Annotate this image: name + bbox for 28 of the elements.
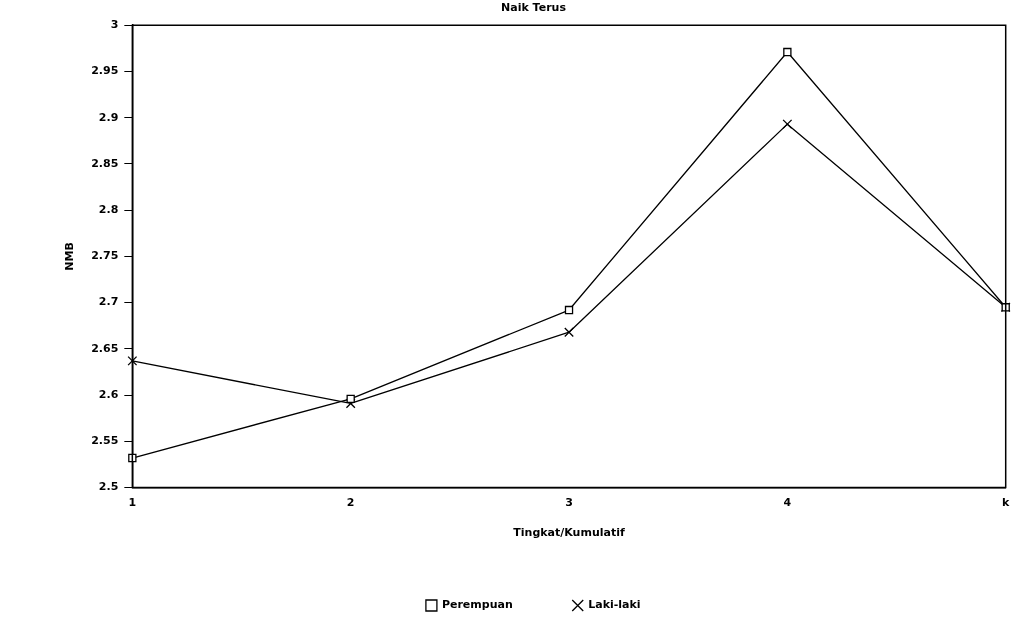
y-tick-label: 2.55 [91, 434, 119, 448]
y-tick-label: 3 [110, 18, 119, 32]
point [564, 327, 574, 338]
point [782, 119, 793, 130]
point [783, 47, 792, 57]
y-tick-label: 2.6 [98, 387, 119, 401]
x-tick-label: 3 [565, 496, 573, 510]
y-tick-label: 2.7 [98, 295, 119, 309]
y-tick-label: 2.8 [98, 203, 119, 217]
x-tick-label: k [1002, 496, 1011, 510]
y-tick-label: 2.65 [91, 341, 119, 355]
x-tick-label: 1 [128, 496, 137, 510]
y-axis-title: NMB [63, 242, 77, 271]
y-tick-label: 2.75 [91, 249, 119, 263]
point [128, 453, 137, 463]
chart-title: Naik Terus [501, 1, 567, 15]
point [346, 394, 355, 404]
y-tick-label: 2.85 [91, 156, 119, 170]
y-tick-label: 2.5 [98, 480, 119, 494]
x-axis-title: Tingkat/Kumulatif [513, 526, 625, 540]
x-tick-label: 2 [346, 496, 355, 510]
legend-label: Perempuan [441, 598, 513, 612]
point [564, 305, 574, 315]
legend-label: Laki-laki [588, 598, 641, 612]
point [127, 356, 138, 366]
x-tick-label: 4 [783, 496, 792, 510]
y-tick-label: 2.9 [98, 110, 119, 124]
y-tick-label: 2.95 [91, 64, 119, 78]
